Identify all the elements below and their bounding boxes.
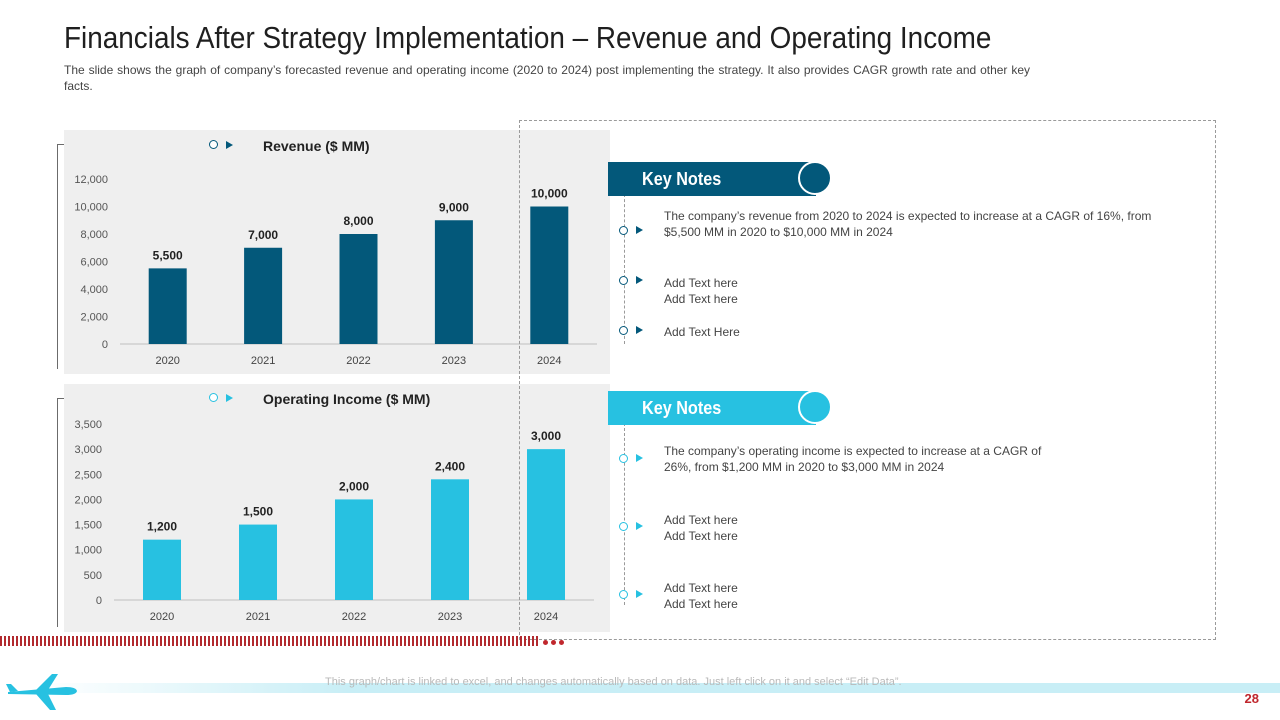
revenue-chart-plot: 0 2,000 4,000 6,000 8,000 10,000 12,000 5,500 20… [74,174,597,367]
income-title-bullet-icon [209,393,218,402]
income-x-tick-label: 2024 [534,611,558,623]
income-note-1: The company’s operating income is expect… [664,444,1042,474]
revenue-y-tick-label: 2,000 [80,312,108,324]
revenue-x-tick-label: 2021 [251,355,275,367]
revenue-note-1: The company’s revenue from 2020 to 2024 … [664,209,1152,239]
revenue-data-label: 7,000 [248,228,278,242]
income-y-tick-label: 2,500 [74,469,102,481]
key-notes-timeline-bottom [624,423,625,605]
income-y-tick-label: 1,500 [74,520,102,532]
key-notes-tab-revenue: Key Notes [608,161,832,196]
revenue-y-tick-label: 6,000 [80,257,108,269]
note-arrow-icon [636,326,643,334]
income-title-arrow-icon [226,394,233,402]
revenue-y-tick-label: 10,000 [74,202,108,214]
income-y-tick-label: 2,000 [74,494,102,506]
revenue-data-label: 8,000 [343,214,373,228]
note-bullet-icon [619,454,628,463]
revenue-note-2: Add Text here Add Text here [664,276,738,306]
note-arrow-icon [636,226,643,234]
income-bar [335,499,373,600]
slide-title: Financials After Strategy Implementation… [64,20,992,55]
income-x-tick-label: 2023 [438,611,462,623]
key-notes-tab-label: Key Notes [642,169,722,189]
revenue-bar [434,220,473,344]
income-data-label: 3,000 [531,429,561,443]
red-tick-divider [0,636,538,646]
revenue-bar [530,206,569,344]
note-bullet-icon [619,276,628,285]
key-notes-timeline-top [624,194,625,344]
tab-circle-icon [798,161,832,195]
red-dot-icon [559,640,564,645]
income-y-tick-label: 3,500 [74,419,102,431]
revenue-x-tick-label: 2022 [346,355,370,367]
red-dot-icon [551,640,556,645]
income-data-label: 1,500 [243,505,273,519]
airplane-icon [6,674,77,710]
income-x-tick-label: 2022 [342,611,366,623]
income-y-tick-label: 500 [84,570,102,582]
income-data-label: 1,200 [147,520,177,534]
revenue-chart-title: Revenue ($ MM) [263,138,370,154]
income-x-tick-label: 2021 [246,611,270,623]
key-notes-frame [519,120,1216,640]
note-arrow-icon [636,590,643,598]
revenue-y-tick-label: 4,000 [80,284,108,296]
page-number: 28 [1244,691,1259,706]
revenue-data-label: 10,000 [531,187,568,201]
income-bar [431,479,469,600]
revenue-note-3: Add Text Here [664,325,740,339]
revenue-title-arrow-icon [226,141,233,149]
revenue-y-tick-label: 8,000 [80,229,108,241]
revenue-y-tick-label: 0 [102,339,108,351]
operating-income-chart-title: Operating Income ($ MM) [263,391,431,407]
footer-note: This graph/chart is linked to excel, and… [325,676,902,688]
tab-circle-icon [798,390,832,424]
revenue-x-tick-label: 2024 [537,355,561,367]
revenue-bar [244,247,283,344]
key-notes-tab-income: Key Notes [608,390,832,425]
revenue-title-bullet-icon [209,140,218,149]
note-arrow-icon [636,522,643,530]
red-dot-icon [543,640,548,645]
note-bullet-icon [619,326,628,335]
key-notes-tab-label: Key Notes [642,398,722,418]
income-bar [527,449,565,600]
income-note-3: Add Text here Add Text here [664,581,738,611]
revenue-data-label: 9,000 [439,200,469,214]
income-bar [143,539,181,600]
income-note-2: Add Text here Add Text here [664,513,738,543]
note-bullet-icon [619,590,628,599]
revenue-data-label: 5,500 [153,248,183,262]
revenue-y-tick-label: 12,000 [74,174,108,186]
note-arrow-icon [636,454,643,462]
income-y-tick-label: 1,000 [74,545,102,557]
income-bar [239,524,277,600]
revenue-bar [148,268,187,344]
revenue-bar [339,234,378,344]
income-x-tick-label: 2020 [150,611,174,623]
note-bullet-icon [619,226,628,235]
revenue-x-tick-label: 2020 [155,355,179,367]
operating-income-chart-plot: 0 500 1,000 1,500 2,000 2,500 3,000 3,500 1,200 2… [74,419,594,623]
income-data-label: 2,400 [435,459,465,473]
income-y-tick-label: 0 [96,595,102,607]
footer-line [40,683,1280,693]
slide-subtitle: The slide shows the graph of company’s f… [64,63,1030,93]
revenue-x-tick-label: 2023 [442,355,466,367]
note-arrow-icon [636,276,643,284]
note-bullet-icon [619,522,628,531]
income-y-tick-label: 3,000 [74,444,102,456]
income-data-label: 2,000 [339,479,369,493]
